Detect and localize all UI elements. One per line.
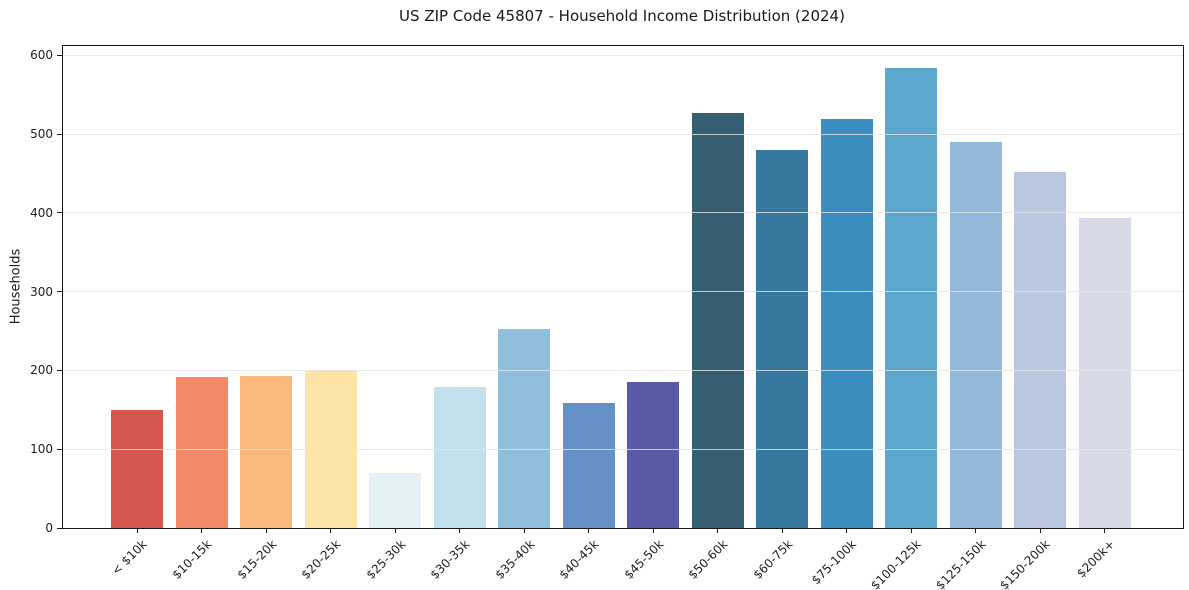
y-tick-mark xyxy=(57,448,62,450)
y-tick-mark xyxy=(57,527,62,529)
x-tick-mark xyxy=(910,528,912,533)
bar xyxy=(433,387,486,528)
plot-area: 0 100 200 300 400 500 600 < $10k $10-15k $15-20k $… xyxy=(30,45,1184,590)
x-tick-mark xyxy=(781,528,783,533)
bar xyxy=(820,119,873,528)
gridline xyxy=(63,212,1183,214)
x-tick-mark xyxy=(588,528,589,533)
y-tick-label: 200 xyxy=(30,363,53,378)
y-axis-label: Households xyxy=(8,248,24,325)
bar xyxy=(627,382,679,528)
y-tick-mark xyxy=(57,54,62,56)
x-tick-label: $200k+ xyxy=(1073,537,1118,581)
x-tick-label: $40-45k xyxy=(556,537,602,582)
bar xyxy=(175,376,228,528)
gridline xyxy=(63,448,1183,450)
x-tick-mark xyxy=(1104,528,1105,533)
y-tick-mark xyxy=(57,133,62,135)
x-tick-mark xyxy=(523,528,525,533)
y-tick-mark xyxy=(57,291,62,293)
bar xyxy=(240,375,292,528)
bar xyxy=(949,142,1002,528)
x-tick-mark xyxy=(394,528,396,533)
x-tick-mark xyxy=(1039,528,1041,533)
gridline xyxy=(63,133,1183,135)
y-tick-label: 600 xyxy=(30,48,53,63)
bar xyxy=(1078,217,1131,528)
y-tick-label: 300 xyxy=(30,284,53,299)
bar xyxy=(691,112,744,528)
y-tick-mark xyxy=(57,369,62,371)
x-tick-label: $125-150k xyxy=(932,537,989,590)
x-tick-mark xyxy=(975,528,976,533)
x-tick-label: $20-25k xyxy=(298,537,344,582)
gridline xyxy=(63,54,1183,56)
x-tick-mark xyxy=(652,528,654,533)
x-tick-label: $25-30k xyxy=(363,537,408,582)
bar xyxy=(498,328,550,528)
x-tick-label: < $10k xyxy=(109,537,150,578)
bar xyxy=(1014,172,1066,528)
gridline xyxy=(63,369,1183,371)
x-tick-label: $15-20k xyxy=(234,537,279,582)
bar xyxy=(369,472,421,528)
y-tick-label: 0 xyxy=(45,521,53,535)
y-tick-mark xyxy=(57,212,62,214)
bar xyxy=(885,68,937,528)
x-tick-label: $50-60k xyxy=(685,537,731,582)
x-tick-mark xyxy=(330,528,331,533)
x-tick-mark xyxy=(459,528,460,533)
x-tick-mark xyxy=(846,528,847,533)
gridline xyxy=(63,291,1183,293)
x-tick-label: $10-15k xyxy=(169,537,215,582)
x-tick-label: $30-35k xyxy=(427,537,473,582)
bar xyxy=(562,402,615,528)
x-tick-label: $45-50k xyxy=(621,537,666,582)
x-tick-label: $75-100k xyxy=(809,537,860,588)
y-tick-label: 100 xyxy=(30,442,53,457)
x-tick-mark xyxy=(717,528,718,533)
x-tick-label: $100-125k xyxy=(868,537,924,590)
x-tick-mark xyxy=(201,528,202,533)
x-tick-label: $150-200k xyxy=(997,537,1053,590)
y-tick-label: 400 xyxy=(30,205,53,220)
bar xyxy=(111,409,163,528)
x-tick-label: $60-75k xyxy=(750,537,795,582)
bar xyxy=(756,149,808,528)
chart-title: US ZIP Code 45807 - Household Income Dis… xyxy=(399,7,845,25)
x-tick-mark xyxy=(136,528,138,533)
y-tick-label: 500 xyxy=(30,127,53,142)
x-tick-mark xyxy=(265,528,267,533)
x-tick-label: $35-40k xyxy=(492,537,537,582)
